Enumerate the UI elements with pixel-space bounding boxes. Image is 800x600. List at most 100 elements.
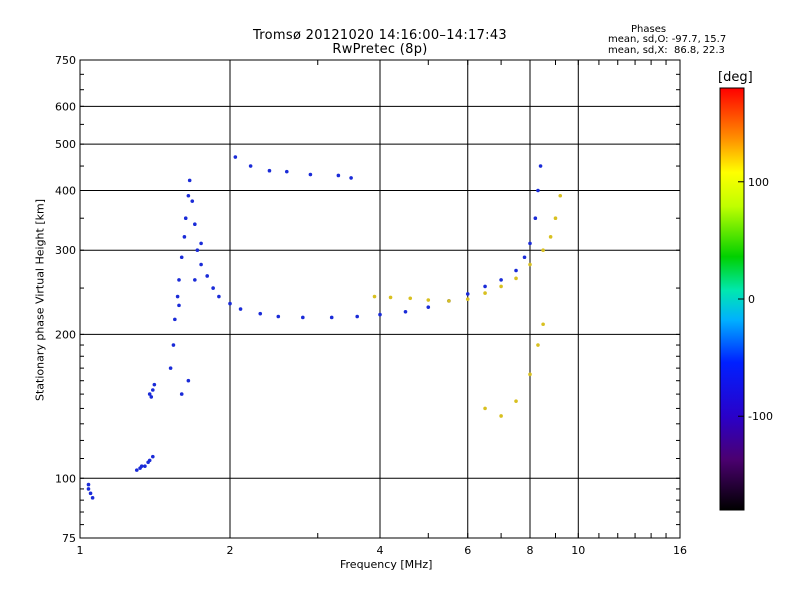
y-tick-label: 500 — [55, 138, 76, 151]
data-point-x — [558, 193, 563, 198]
data-point-o — [88, 491, 93, 496]
colorbar-title: [deg] — [718, 70, 753, 85]
data-point-o — [193, 278, 197, 282]
data-point-x — [408, 296, 413, 301]
data-point-o — [258, 311, 263, 316]
data-point-o — [175, 294, 180, 299]
x-tick-label: 1 — [77, 544, 84, 557]
data-point-x — [528, 262, 532, 267]
data-point-x — [483, 406, 487, 411]
data-point-o — [187, 178, 192, 183]
data-point-x — [388, 295, 393, 300]
data-point-o — [147, 458, 152, 463]
data-point-o — [171, 343, 176, 347]
data-point-o — [238, 307, 243, 311]
data-point-o — [149, 395, 154, 399]
x-tick-label: 16 — [673, 544, 687, 557]
data-point-o — [308, 172, 313, 177]
phase-stats-o: mean, sd,O: -97.7, 15.7 — [608, 34, 727, 45]
data-point-o — [86, 482, 91, 487]
x-tick-label: 2 — [227, 544, 234, 557]
data-point-o — [151, 454, 155, 459]
data-point-x — [553, 216, 558, 221]
data-point-o — [514, 268, 518, 273]
data-point-o — [528, 241, 532, 246]
data-point-x — [483, 291, 487, 295]
data-point-x — [499, 284, 503, 289]
data-point-o — [276, 314, 281, 319]
data-point-o — [538, 164, 543, 168]
y-tick-label: 300 — [55, 244, 76, 257]
data-point-o — [143, 464, 147, 468]
data-point-o — [199, 262, 203, 267]
data-point-o — [465, 292, 470, 296]
data-point-o — [173, 317, 177, 322]
x-axis-label: Frequency [MHz] — [340, 558, 433, 571]
data-point-x — [499, 414, 503, 418]
data-point-x — [426, 298, 431, 302]
data-point-x — [536, 343, 540, 347]
chart-title: Tromsø 20121020 14:16:00–14:17:43 — [252, 28, 508, 43]
x-tick-label: 8 — [527, 544, 534, 557]
data-point-o — [499, 278, 503, 282]
data-point-x — [372, 294, 377, 299]
data-point-o — [168, 366, 173, 370]
x-tick-label: 10 — [571, 544, 585, 557]
data-point-o — [139, 464, 144, 468]
data-point-o — [205, 274, 209, 278]
chart-subtitle: RwPretec (8p) — [332, 42, 428, 57]
data-point-o — [228, 301, 232, 306]
colorbar-tick-label: 0 — [748, 293, 755, 306]
data-point-o — [147, 392, 152, 396]
data-point-x — [514, 399, 518, 403]
data-point-x — [541, 248, 545, 253]
data-point-o — [248, 164, 253, 168]
data-point-o — [426, 305, 431, 309]
colorbar-tick-label: -100 — [748, 410, 773, 423]
data-point-o — [199, 241, 203, 246]
data-point-o — [329, 315, 334, 320]
data-point-o — [183, 216, 188, 221]
data-point-o — [301, 315, 305, 320]
data-point-o — [195, 248, 200, 253]
data-point-o — [211, 286, 215, 290]
data-point-o — [190, 199, 195, 203]
data-point-x — [548, 235, 553, 239]
data-point-o — [134, 468, 139, 472]
y-tick-label: 75 — [62, 532, 76, 545]
data-point-o — [152, 382, 157, 387]
data-point-x — [528, 372, 532, 377]
data-point-o — [177, 278, 181, 282]
data-point-o — [90, 496, 95, 500]
data-point-x — [541, 322, 545, 327]
data-point-o — [267, 168, 272, 173]
data-point-o — [86, 487, 91, 491]
data-point-o — [217, 294, 221, 299]
data-point-o — [533, 216, 538, 221]
y-tick-label: 400 — [55, 184, 76, 197]
data-point-o — [179, 255, 184, 260]
data-point-o — [177, 303, 181, 308]
data-point-o — [536, 188, 540, 193]
data-point-x — [514, 276, 518, 281]
data-point-o — [186, 193, 191, 198]
x-tick-label: 6 — [464, 544, 471, 557]
data-point-o — [182, 235, 187, 239]
y-tick-label: 100 — [55, 472, 76, 485]
data-point-o — [483, 284, 487, 289]
y-tick-label: 750 — [55, 54, 76, 67]
data-point-o — [378, 312, 382, 317]
y-tick-label: 200 — [55, 328, 76, 341]
data-point-o — [403, 309, 408, 314]
x-tick-label: 4 — [377, 544, 384, 557]
data-point-o — [355, 314, 359, 319]
data-point-o — [151, 388, 155, 392]
y-tick-label: 600 — [55, 100, 76, 113]
phase-stats-heading: Phases — [631, 24, 667, 35]
colorbar-tick-label: 100 — [748, 176, 769, 189]
data-point-o — [193, 222, 197, 227]
phase-stats-x: mean, sd,X: 86.8, 22.3 — [608, 45, 725, 56]
data-point-o — [284, 169, 289, 174]
